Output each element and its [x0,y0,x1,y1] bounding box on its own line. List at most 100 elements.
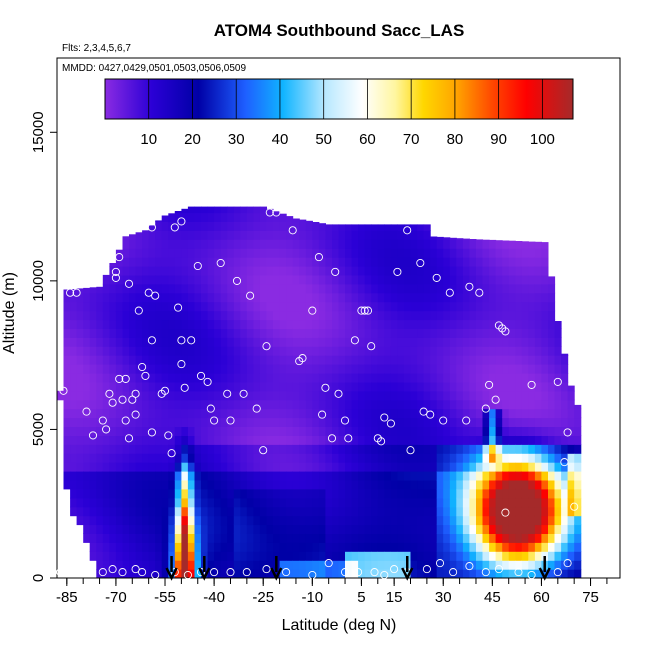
heatmap-cell [548,453,556,463]
heatmap-cell [102,310,110,321]
heatmap-cell [390,560,398,570]
heatmap-cell [377,479,385,490]
heatmap-cell [148,266,156,276]
heatmap-cell [246,435,254,445]
heatmap-cell [233,310,241,321]
heatmap-cell [528,408,536,419]
heatmap-cell [299,444,307,454]
heatmap-cell [332,301,340,312]
heatmap-cell [122,444,130,454]
heatmap-cell [476,551,484,561]
heatmap-cell [181,479,189,490]
heatmap-cell [253,301,261,312]
heatmap-cell [371,224,379,231]
heatmap-cell [554,506,562,517]
heatmap-cell [489,319,497,329]
heatmap-cell [502,364,510,374]
heatmap-cell [534,569,542,578]
sample-point [475,288,484,297]
heatmap-cell [135,355,143,365]
sample-point [124,434,134,443]
heatmap-cell [377,515,385,526]
heatmap-cell [384,506,392,517]
heatmap-cell [449,488,457,499]
heatmap-cell [443,239,451,249]
heatmap-cell [246,355,254,365]
heatmap-cell [430,283,438,294]
heatmap-cell [436,390,444,401]
heatmap-cell [541,399,549,410]
heatmap-cell [253,542,261,552]
heatmap-cell [109,462,117,472]
heatmap-cell [135,435,143,445]
heatmap-cell [364,346,372,356]
heatmap-cell [102,444,110,454]
heatmap-cell [109,381,117,392]
heatmap-cell [194,212,202,222]
heatmap-cell [194,346,202,356]
heatmap-cell [561,488,569,499]
sample-point [121,374,130,383]
heatmap-cell [135,542,143,552]
heatmap-cell [129,488,137,499]
heatmap-cell [482,399,490,410]
sample-point [82,407,91,416]
heatmap-cell [338,373,346,383]
heatmap-cell [266,319,274,329]
heatmap-cell [456,346,464,356]
heatmap-cell [240,551,248,561]
heatmap-cell [115,328,123,338]
heatmap-cell [358,346,366,356]
heatmap-cell [534,417,542,427]
heatmap-cell [482,283,490,294]
heatmap-cell [436,257,444,267]
heatmap-cell [273,479,281,490]
heatmap-cell [404,257,412,267]
heatmap-cell [384,257,392,267]
heatmap-cell [220,230,228,240]
heatmap-cell [161,488,169,499]
heatmap-cell [449,497,457,508]
heatmap-cell [312,337,320,347]
heatmap-cell [358,462,366,472]
heatmap-cell [502,417,510,427]
heatmap-cell [417,337,425,347]
sample-point [465,562,474,571]
heatmap-cell [109,497,117,508]
sample-point [416,258,425,268]
heatmap-cell [469,310,477,321]
heatmap-cell [181,444,189,454]
heatmap-cell [187,524,195,534]
heatmap-cell [253,274,261,285]
heatmap-cell [253,248,261,258]
heatmap-cell [240,426,248,436]
heatmap-cell [482,337,490,347]
heatmap-cell [515,310,523,321]
heatmap-cell [299,462,307,472]
heatmap-cell [495,569,503,578]
heatmap-cell [246,533,254,543]
heatmap-cell [325,230,333,240]
heatmap-cell [279,319,287,329]
heatmap-cell [115,524,123,534]
heatmap-cell [489,524,497,534]
heatmap-cell [430,337,438,347]
heatmap-cell [312,222,320,231]
heatmap-cell [220,551,228,561]
heatmap-cell [489,337,497,347]
heatmap-cell [469,274,477,285]
heatmap-cell [430,488,438,499]
heatmap-cell [312,283,320,294]
heatmap-cell [207,515,215,526]
sample-point [167,449,176,458]
heatmap-cell [161,274,169,285]
heatmap-cell [273,390,281,401]
heatmap-cell [227,230,235,240]
heatmap-cell [417,301,425,312]
heatmap-cell [462,266,470,276]
heatmap-cell [273,257,281,267]
heatmap-cell [423,390,431,401]
heatmap-cell [214,381,222,392]
heatmap-cell [286,221,294,231]
heatmap-cell [423,230,431,240]
